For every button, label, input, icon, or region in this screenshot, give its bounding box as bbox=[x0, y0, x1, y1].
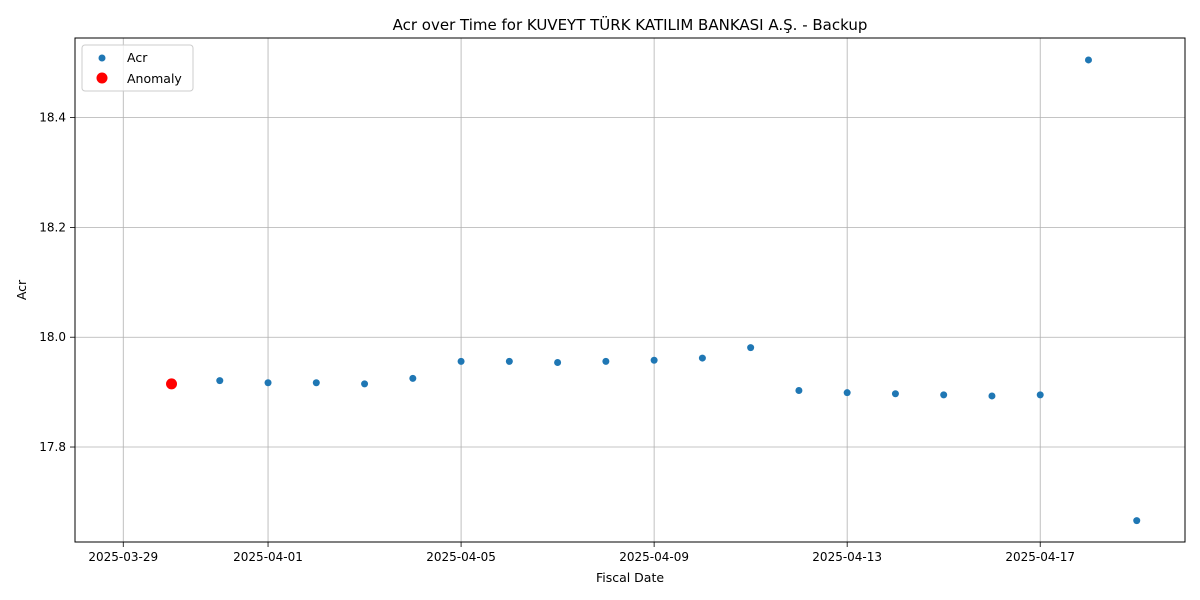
x-tick-label: 2025-04-09 bbox=[619, 550, 689, 564]
acr-point bbox=[940, 391, 948, 399]
acr-point bbox=[650, 356, 658, 364]
chart-title: Acr over Time for KUVEYT TÜRK KATILIM BA… bbox=[393, 15, 868, 34]
y-tick-label: 18.4 bbox=[39, 111, 66, 125]
anomaly-point bbox=[166, 378, 178, 390]
x-tick-label: 2025-04-17 bbox=[1005, 550, 1075, 564]
legend-box bbox=[81, 44, 194, 92]
legend-acr-label: Acr bbox=[127, 50, 148, 65]
acr-point bbox=[216, 377, 224, 385]
x-tick-label: 2025-04-13 bbox=[812, 550, 882, 564]
legend-anomaly-label: Anomaly bbox=[127, 71, 182, 86]
data-points bbox=[166, 56, 1141, 525]
acr-point bbox=[795, 386, 803, 394]
acr-point bbox=[747, 344, 755, 352]
grid-lines bbox=[75, 38, 1185, 542]
x-tick-label: 2025-04-05 bbox=[426, 550, 496, 564]
y-tick-label: 18.0 bbox=[39, 330, 66, 344]
acr-point bbox=[602, 357, 610, 365]
x-axis: 2025-03-29 2025-04-01 2025-04-05 2025-04-09… bbox=[88, 542, 1075, 564]
acr-point bbox=[361, 380, 369, 388]
acr-point bbox=[1133, 517, 1141, 525]
acr-point bbox=[988, 392, 996, 400]
acr-point bbox=[891, 390, 899, 398]
plot-frame bbox=[74, 37, 1186, 543]
legend: Acr Anomaly bbox=[81, 44, 194, 92]
acr-point bbox=[264, 379, 272, 387]
acr-point bbox=[312, 379, 320, 387]
acr-point bbox=[554, 358, 562, 366]
x-axis-label: Fiscal Date bbox=[596, 570, 664, 585]
acr-point bbox=[1036, 391, 1044, 399]
acr-point bbox=[505, 357, 513, 365]
acr-point bbox=[843, 389, 851, 397]
y-tick-label: 17.8 bbox=[39, 440, 66, 454]
legend-acr-marker bbox=[98, 54, 106, 62]
y-axis-label: Acr bbox=[14, 279, 29, 300]
x-tick-label: 2025-04-01 bbox=[233, 550, 303, 564]
acr-point bbox=[409, 374, 417, 382]
acr-point bbox=[457, 357, 465, 365]
acr-point bbox=[1084, 56, 1092, 64]
y-axis: 17.8 18.0 18.2 18.4 bbox=[39, 111, 75, 454]
y-tick-label: 18.2 bbox=[39, 220, 66, 234]
legend-anomaly-marker bbox=[96, 72, 108, 84]
acr-point bbox=[698, 354, 706, 362]
x-tick-label: 2025-03-29 bbox=[88, 550, 158, 564]
